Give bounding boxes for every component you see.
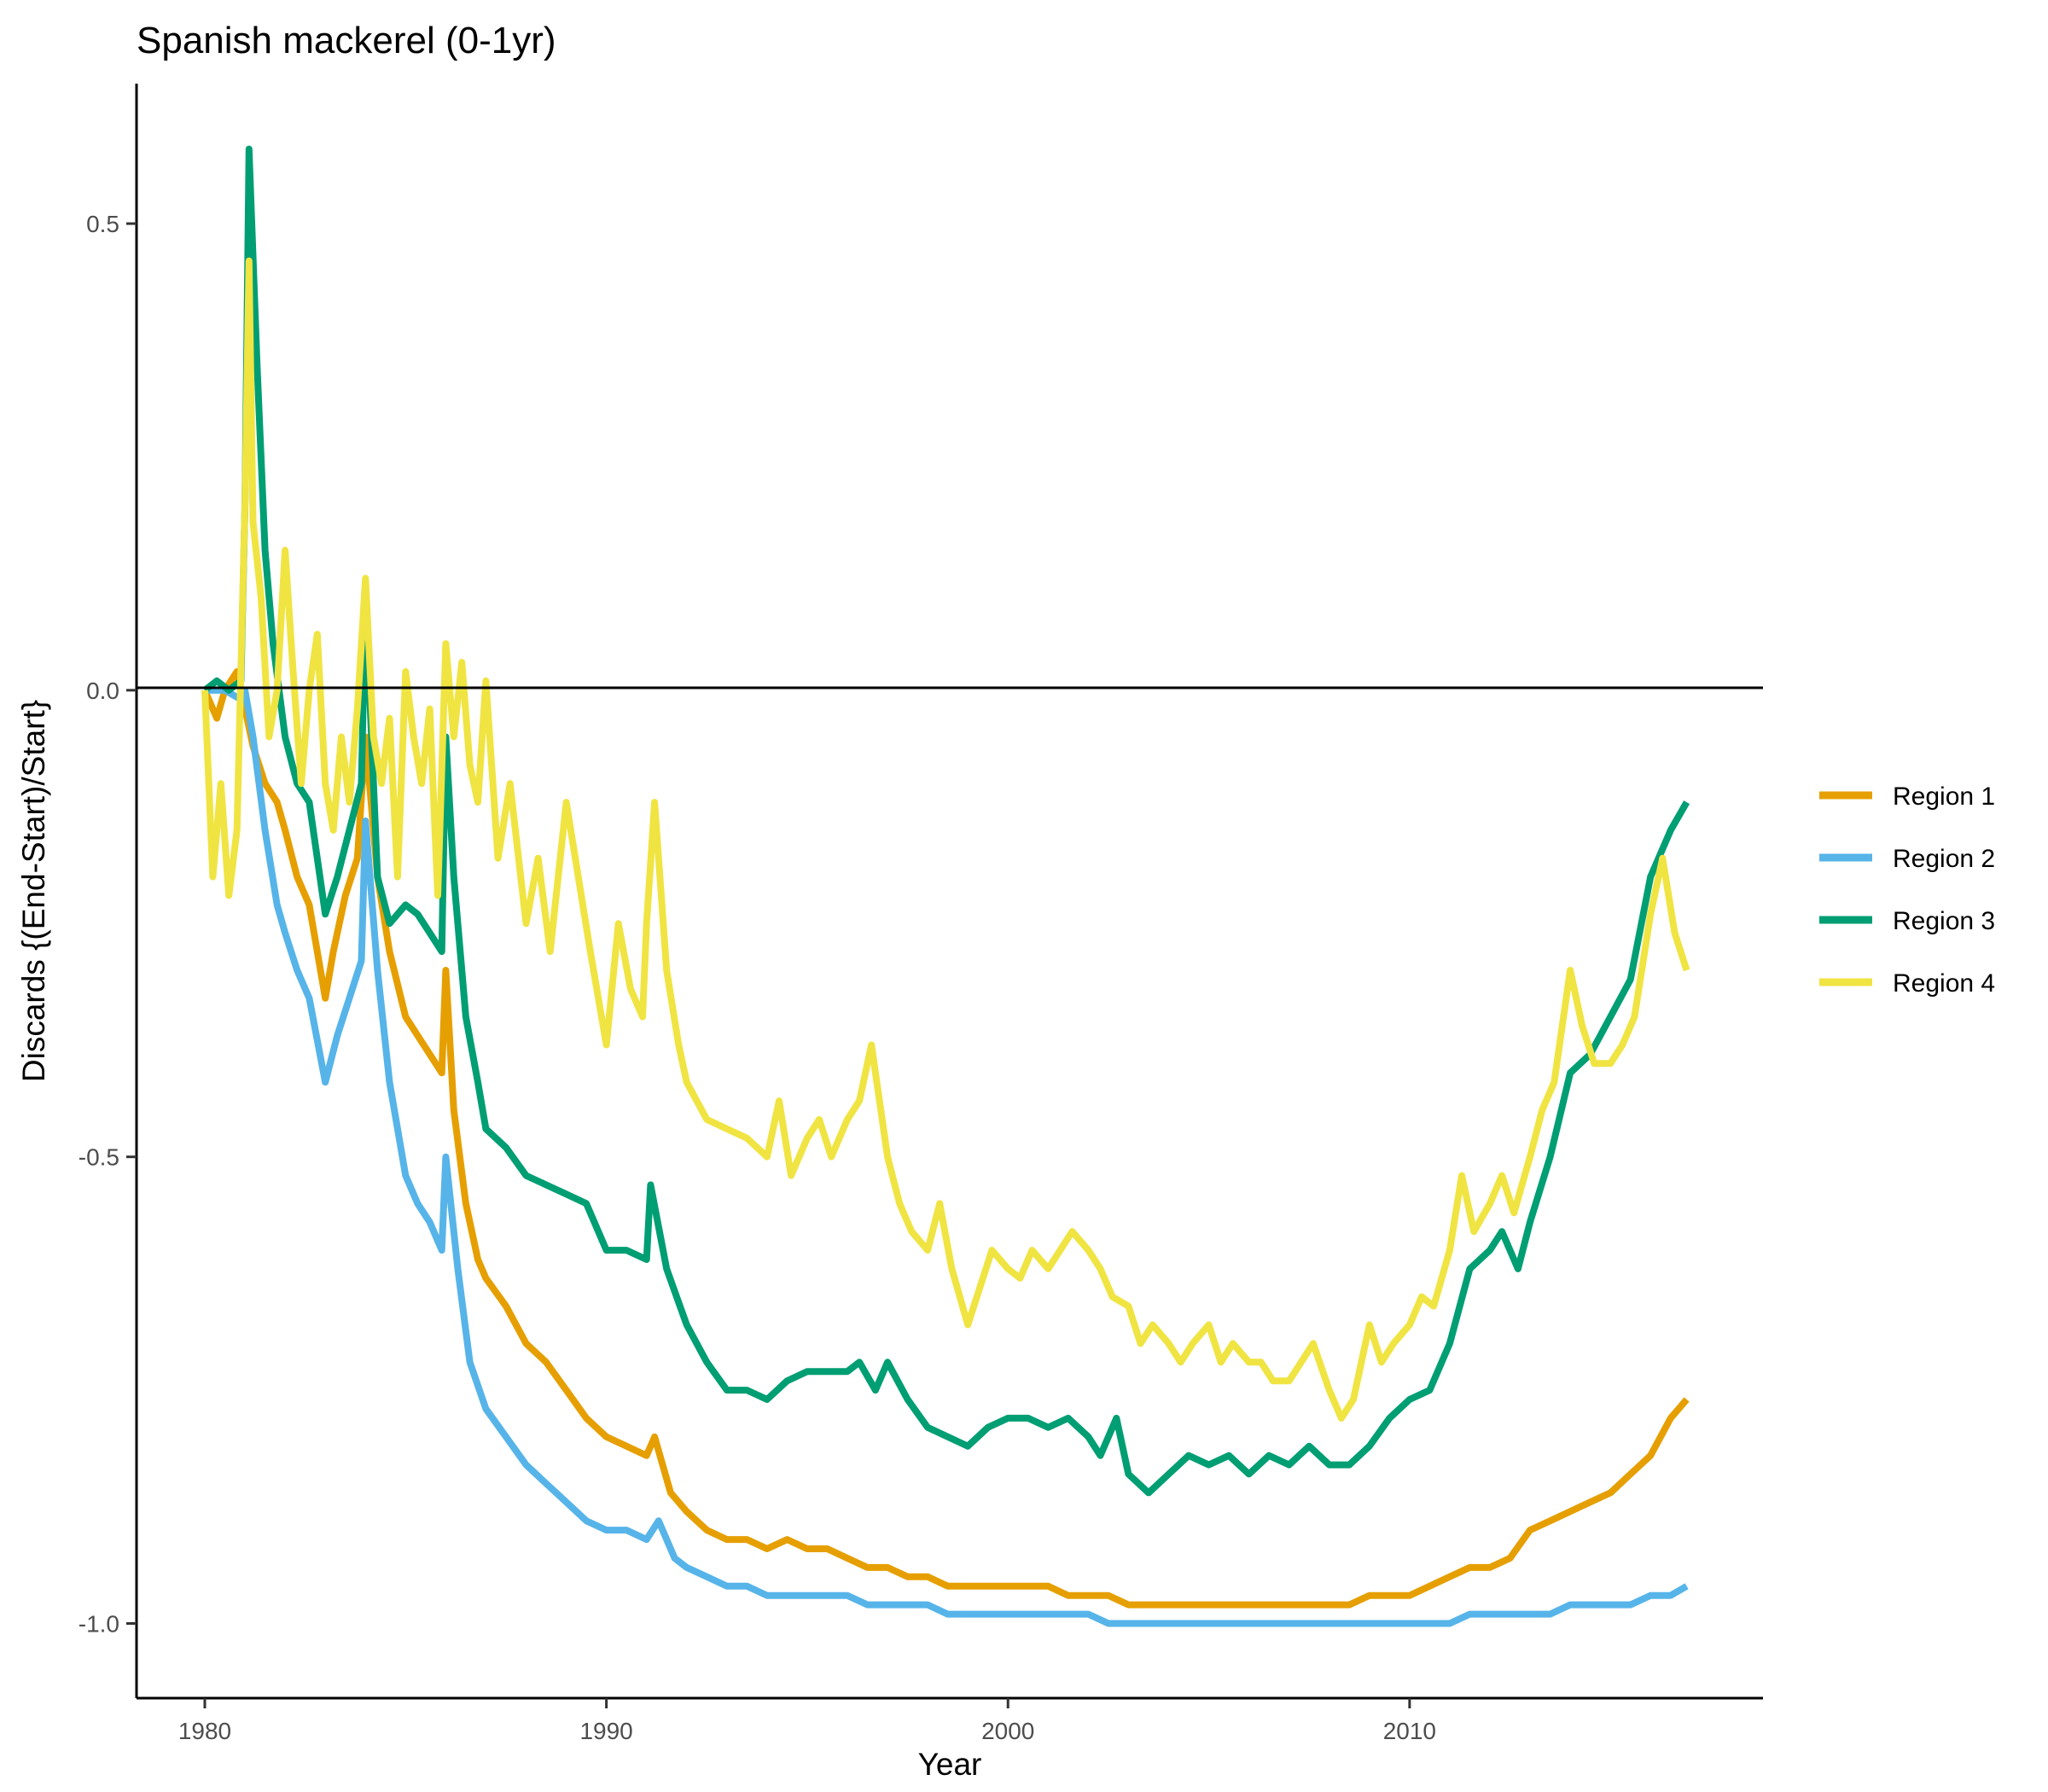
legend: Region 1 Region 2 Region 3 Region 4 — [1819, 783, 1995, 998]
legend-label-region-2: Region 2 — [1893, 845, 1995, 873]
legend-label-region-3: Region 3 — [1893, 907, 1995, 935]
y-axis-title: Discards {(End-Start)/Start} — [16, 700, 51, 1082]
series-line-region-3 — [202, 145, 1690, 1497]
y-axis-ticks: 0.5 0.0 -0.5 -1.0 — [79, 211, 137, 1638]
x-axis-title: Year — [918, 1747, 982, 1782]
x-axis-ticks: 1980 1990 2000 2010 — [178, 1698, 1436, 1744]
series-layer — [201, 145, 1690, 1627]
y-tick-label: 0.0 — [86, 678, 119, 704]
legend-label-region-4: Region 4 — [1893, 969, 1995, 998]
x-tick-label: 1980 — [178, 1718, 231, 1744]
series-line-region-1 — [201, 668, 1690, 1609]
y-tick-label: -1.0 — [79, 1611, 119, 1638]
series-line-region-4 — [201, 257, 1690, 1422]
x-tick-label: 1990 — [579, 1718, 632, 1744]
legend-label-region-1: Region 1 — [1893, 783, 1995, 811]
y-tick-label: 0.5 — [86, 211, 119, 237]
y-tick-label: -0.5 — [79, 1144, 119, 1171]
chart-title: Spanish mackerel (0-1yr) — [137, 20, 556, 61]
x-tick-label: 2010 — [1383, 1718, 1436, 1744]
series-line-region-2 — [205, 686, 1689, 1627]
x-tick-label: 2000 — [981, 1718, 1034, 1744]
